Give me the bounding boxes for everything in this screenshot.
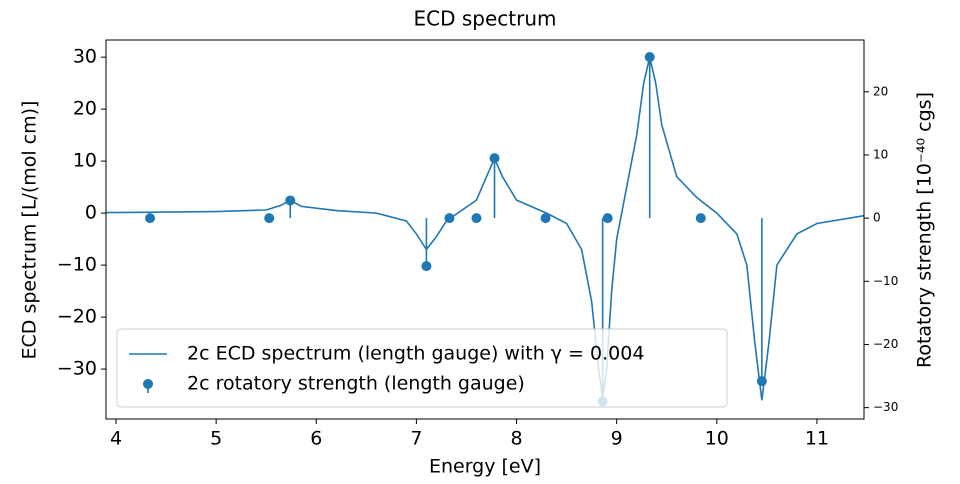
x-tick-label: 11: [805, 428, 829, 450]
stem-marker: [644, 52, 655, 63]
stem-marker: [602, 213, 613, 224]
x-tick-label: 10: [705, 428, 729, 450]
y-tick-label: 0: [85, 202, 97, 224]
stem-marker: [489, 153, 500, 164]
chart-title: ECD spectrum: [414, 7, 557, 31]
y2-tick-label: −30: [873, 400, 898, 414]
stem-marker: [264, 213, 275, 224]
y2-tick-label: 20: [873, 84, 888, 98]
y2-tick-label: 0: [873, 211, 881, 225]
y-tick-label: −10: [57, 254, 97, 276]
y2-tick-label: −10: [873, 274, 898, 288]
y-axis-label: ECD spectrum [L/(mol cm)]: [19, 101, 41, 360]
y2-tick-label: −20: [873, 337, 898, 351]
y-tick-label: 30: [73, 46, 97, 68]
stem-marker: [421, 261, 432, 272]
stem-marker: [471, 213, 482, 224]
y-tick-label: −20: [57, 306, 97, 328]
legend-label: 2c rotatory strength (length gauge): [187, 373, 525, 395]
stem-marker: [695, 213, 706, 224]
y2-tick-label: 10: [873, 147, 888, 161]
legend-label: 2c ECD spectrum (length gauge) with γ = …: [187, 343, 644, 365]
x-tick-label: 6: [310, 428, 322, 450]
y-tick-label: 10: [73, 150, 97, 172]
x-tick-label: 5: [210, 428, 222, 450]
x-tick-label: 4: [110, 428, 122, 450]
x-tick-label: 8: [510, 428, 522, 450]
stem-marker: [145, 213, 156, 224]
y-tick-label: 20: [73, 98, 97, 120]
stem-marker: [756, 376, 767, 387]
legend-marker: [143, 379, 153, 389]
plot-frame: [105, 39, 865, 420]
y-tick-label: −30: [57, 358, 97, 380]
x-tick-label: 7: [410, 428, 422, 450]
stem-marker: [540, 213, 551, 224]
x-axis-label: Energy [eV]: [429, 456, 541, 478]
stem-marker: [444, 213, 455, 224]
x-tick-label: 9: [611, 428, 623, 450]
y2-axis-label: Rotatory strength [10⁻⁴⁰ cgs]: [914, 92, 936, 368]
stem-marker: [285, 195, 296, 206]
legend-box: [116, 328, 728, 408]
